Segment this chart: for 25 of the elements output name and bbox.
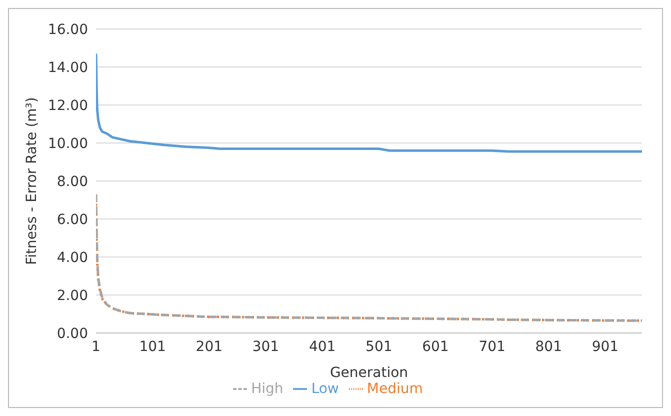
x-tick-label: 801 bbox=[535, 338, 562, 355]
x-tick-label: 1 bbox=[92, 338, 100, 355]
y-tick-label: 14.00 bbox=[48, 60, 88, 76]
y-tick-label: 4.00 bbox=[56, 250, 88, 266]
legend-label: Medium bbox=[366, 381, 423, 397]
y-tick-label: 10.00 bbox=[48, 136, 88, 152]
x-axis-title: Generation bbox=[330, 365, 408, 381]
x-tick-label: 401 bbox=[308, 338, 336, 355]
x-tick-label: 201 bbox=[196, 338, 223, 355]
x-tick-label: 601 bbox=[422, 338, 449, 355]
line-series bbox=[96, 52, 642, 153]
x-tick-label: 901 bbox=[592, 338, 619, 355]
x-tick-label: 701 bbox=[478, 338, 506, 355]
y-tick-label: 8.00 bbox=[56, 174, 88, 190]
x-tick-label: 301 bbox=[252, 338, 280, 355]
legend-label: Low bbox=[311, 381, 339, 397]
y-axis-title: Fitness - Error Rate (m³) bbox=[24, 97, 40, 265]
x-tick-label: 101 bbox=[139, 338, 166, 355]
y-tick-label: 16.00 bbox=[48, 22, 88, 38]
y-tick-label: 2.00 bbox=[56, 288, 88, 304]
legend-label: High bbox=[251, 381, 284, 397]
y-tick-label: 12.00 bbox=[48, 98, 88, 114]
y-tick-label: 0.00 bbox=[56, 326, 88, 342]
x-tick-label: 501 bbox=[366, 338, 392, 355]
y-tick-label: 6.00 bbox=[56, 212, 88, 228]
